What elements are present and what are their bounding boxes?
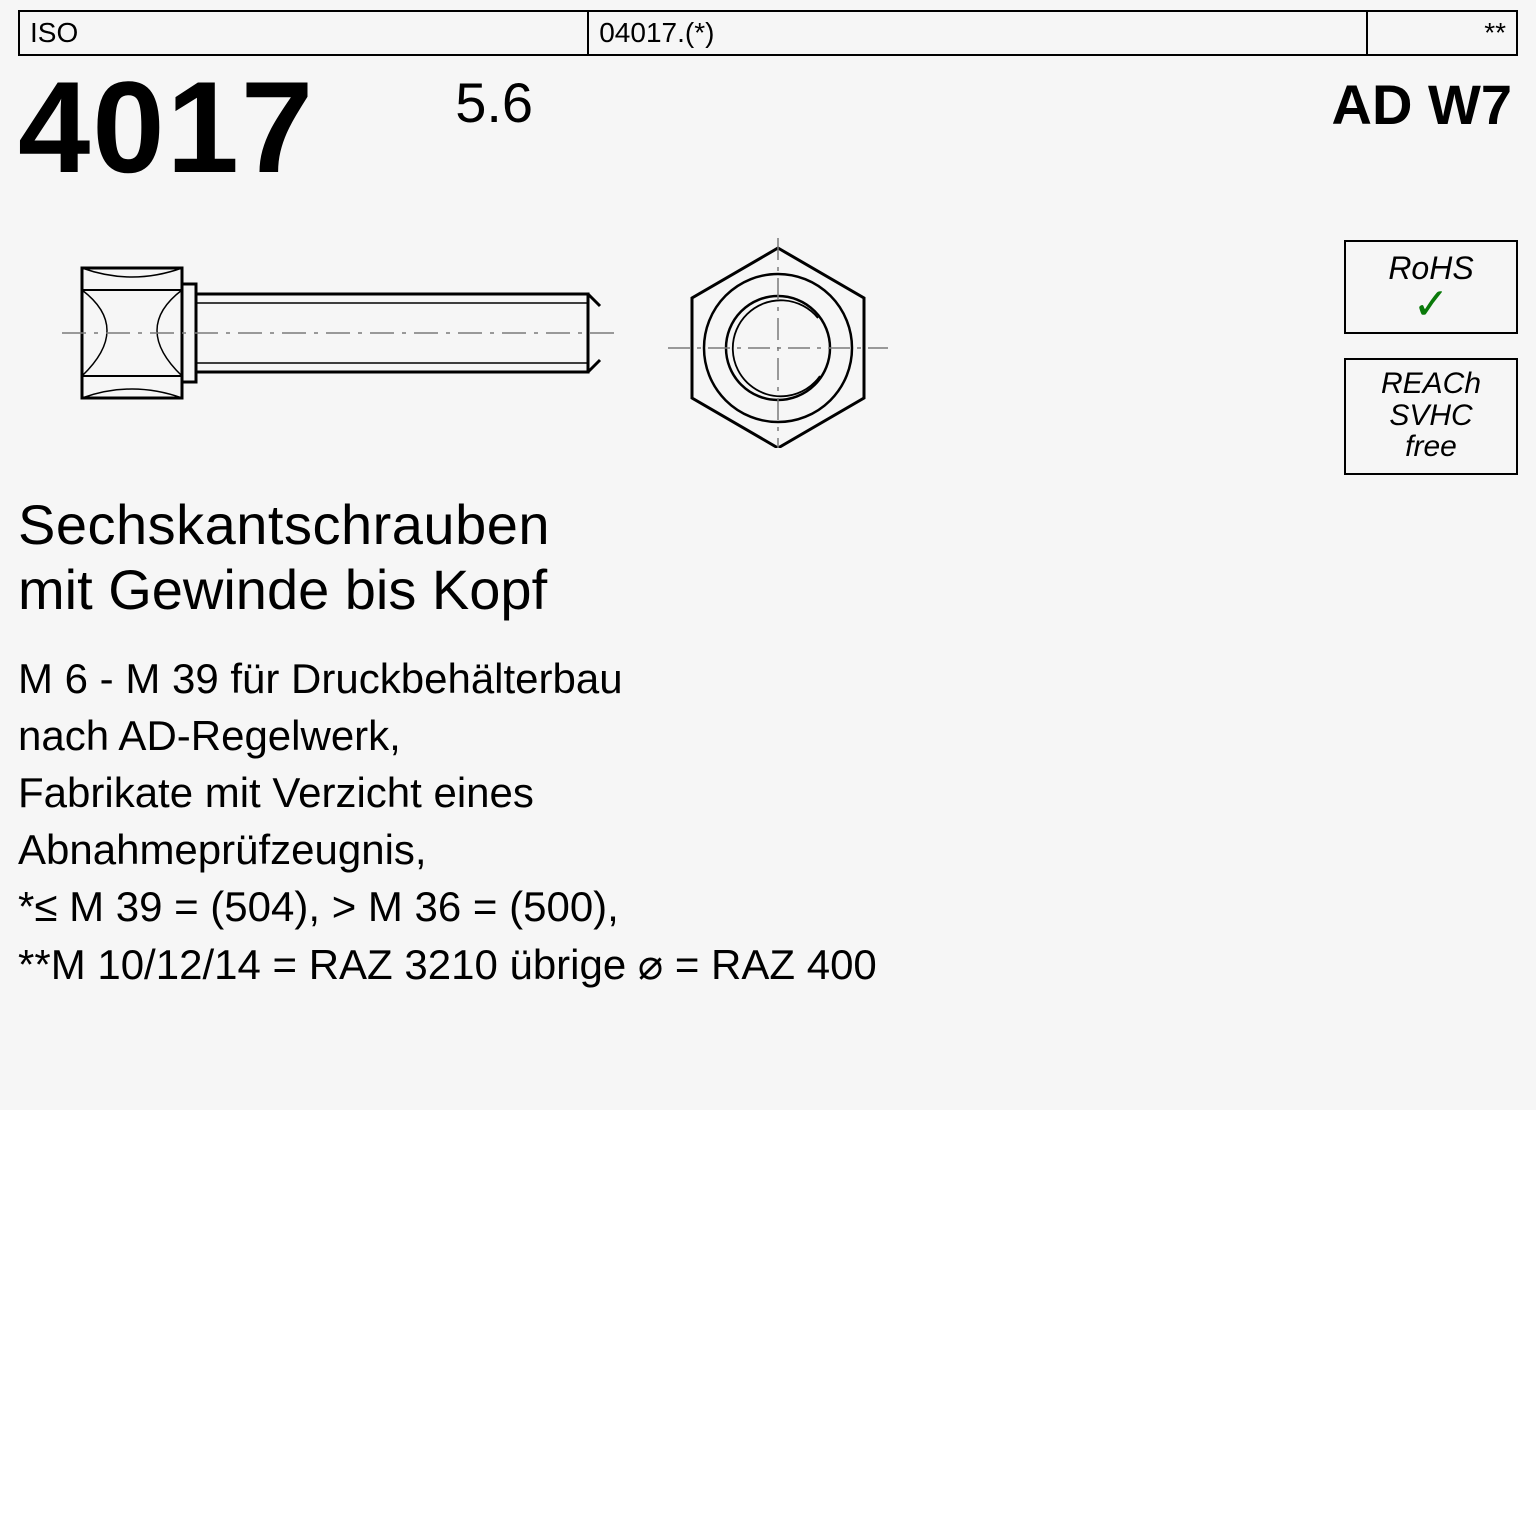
- header-cell-stars: **: [1367, 11, 1517, 55]
- rohs-badge: RoHS ✓: [1344, 240, 1518, 334]
- desc-line: Abnahmeprüfzeugnis,: [18, 821, 1518, 878]
- ad-w7-label: AD W7: [1332, 72, 1512, 137]
- compliance-badges: RoHS ✓ REACh SVHC free: [1344, 240, 1518, 499]
- strength-grade: 5.6: [455, 70, 533, 135]
- desc-line: nach AD-Regelwerk,: [18, 707, 1518, 764]
- standard-number: 4017: [18, 62, 315, 192]
- bolt-side-view-icon: [62, 228, 622, 438]
- product-title: Sechskantschrauben mit Gewinde bis Kopf: [18, 492, 1518, 622]
- description-block: M 6 - M 39 für Druckbehälterbau nach AD-…: [18, 650, 1518, 993]
- reach-badge: REACh SVHC free: [1344, 358, 1518, 475]
- drawing-area: [18, 228, 1518, 458]
- desc-line: Fabrikate mit Verzicht eines: [18, 764, 1518, 821]
- bolt-hex-front-icon: [668, 238, 888, 448]
- desc-line: M 6 - M 39 für Druckbehälterbau: [18, 650, 1518, 707]
- title-line2: mit Gewinde bis Kopf: [18, 557, 1518, 622]
- reach-line3: free: [1346, 431, 1516, 463]
- desc-line: *≤ M 39 = (504), > M 36 = (500),: [18, 878, 1518, 935]
- datasheet-page: ISO 04017.(*) ** 4017 5.6 AD W7: [0, 0, 1536, 1110]
- header-table: ISO 04017.(*) **: [18, 10, 1518, 56]
- reach-line1: REACh: [1346, 368, 1516, 400]
- check-icon: ✓: [1346, 287, 1516, 322]
- reach-line2: SVHC: [1346, 400, 1516, 432]
- header-cell-iso: ISO: [19, 11, 588, 55]
- standard-row: 4017 5.6: [18, 62, 1518, 192]
- title-line1: Sechskantschrauben: [18, 492, 1518, 557]
- desc-line: **M 10/12/14 = RAZ 3210 übrige ⌀ = RAZ 4…: [18, 936, 1518, 993]
- header-cell-code: 04017.(*): [588, 11, 1367, 55]
